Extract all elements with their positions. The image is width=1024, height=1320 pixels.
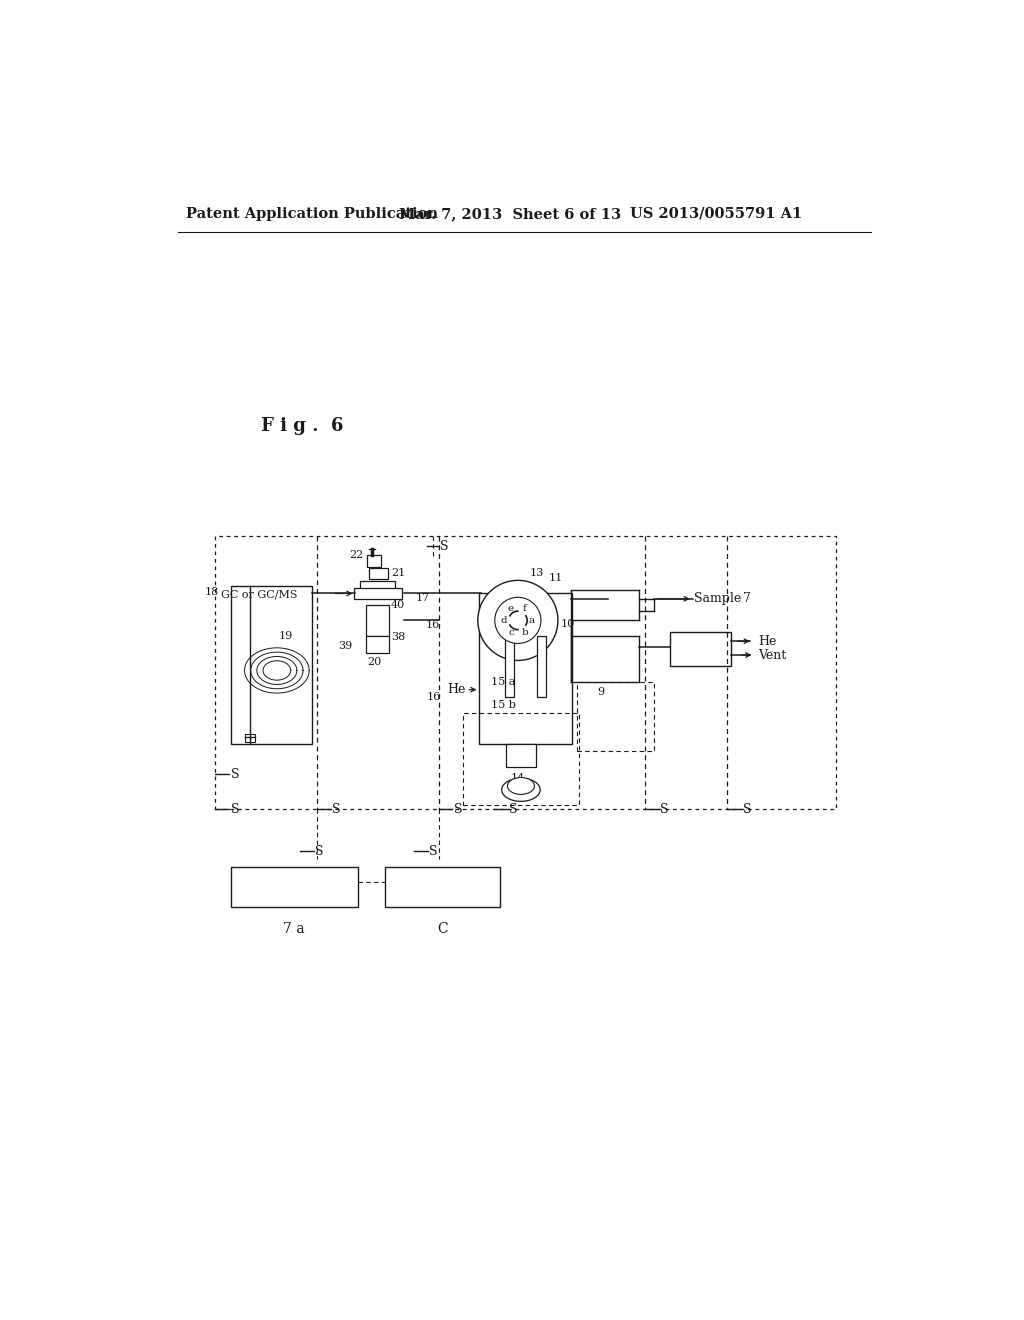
Text: S: S (440, 540, 449, 553)
Text: Patent Application Publication: Patent Application Publication (186, 207, 438, 220)
Text: 22: 22 (349, 549, 364, 560)
Bar (230, 867, 357, 907)
Bar (230, 586, 311, 743)
Text: b: b (521, 628, 528, 638)
Text: 38: 38 (391, 632, 406, 642)
Text: 39: 39 (338, 640, 352, 651)
Bar (246, 734, 255, 742)
Ellipse shape (508, 777, 535, 795)
Text: Sample: Sample (694, 593, 741, 606)
Bar (360, 581, 395, 594)
Text: S: S (429, 845, 438, 858)
Bar (505, 636, 514, 697)
Text: Vent: Vent (758, 648, 786, 661)
Circle shape (495, 597, 541, 644)
Text: S: S (230, 803, 240, 816)
Text: 21: 21 (391, 569, 406, 578)
Text: S: S (509, 803, 518, 816)
Bar (215, 536, 836, 809)
Text: 15 b: 15 b (490, 700, 516, 710)
Text: 15 a: 15 a (490, 677, 515, 686)
Bar (578, 682, 654, 751)
Bar (370, 568, 388, 579)
Bar (538, 636, 547, 697)
Text: 18: 18 (205, 587, 219, 597)
Text: S: S (230, 768, 240, 781)
Text: 17: 17 (416, 594, 430, 603)
Text: Mar. 7, 2013  Sheet 6 of 13: Mar. 7, 2013 Sheet 6 of 13 (398, 207, 621, 220)
Text: 16: 16 (426, 692, 440, 702)
Bar (367, 554, 381, 568)
Text: S: S (742, 803, 752, 816)
Text: 13: 13 (529, 568, 544, 578)
Text: S: S (333, 803, 341, 816)
Bar (367, 636, 389, 653)
Text: 9: 9 (597, 688, 604, 697)
Bar (367, 605, 389, 636)
Text: S: S (315, 845, 324, 858)
Text: 11: 11 (549, 573, 563, 583)
Text: 19: 19 (279, 631, 293, 640)
Bar (354, 589, 401, 599)
Text: e: e (508, 603, 514, 612)
Text: He: He (758, 635, 776, 648)
Text: 40: 40 (391, 601, 406, 610)
Circle shape (478, 581, 558, 660)
Text: 7 a: 7 a (283, 923, 304, 936)
Text: 14: 14 (511, 774, 525, 783)
Text: S: S (660, 803, 669, 816)
Ellipse shape (502, 779, 541, 801)
Bar (479, 593, 571, 743)
Text: C: C (437, 923, 447, 936)
Text: He: He (447, 684, 465, 696)
Text: US 2013/0055791 A1: US 2013/0055791 A1 (630, 207, 802, 220)
Bar (506, 743, 537, 767)
Text: GC or GC/MS: GC or GC/MS (221, 590, 298, 599)
Text: f: f (523, 603, 526, 612)
Text: a: a (528, 616, 535, 624)
Text: c: c (508, 628, 514, 638)
Bar (670, 632, 731, 665)
Text: d: d (501, 616, 507, 624)
Text: 7: 7 (742, 593, 751, 606)
Bar (463, 713, 579, 805)
Text: 10: 10 (560, 619, 574, 630)
Text: 16: 16 (425, 620, 439, 631)
Text: F i g .  6: F i g . 6 (261, 417, 344, 436)
Bar (385, 867, 500, 907)
Text: S: S (454, 803, 463, 816)
Text: 20: 20 (368, 657, 382, 668)
